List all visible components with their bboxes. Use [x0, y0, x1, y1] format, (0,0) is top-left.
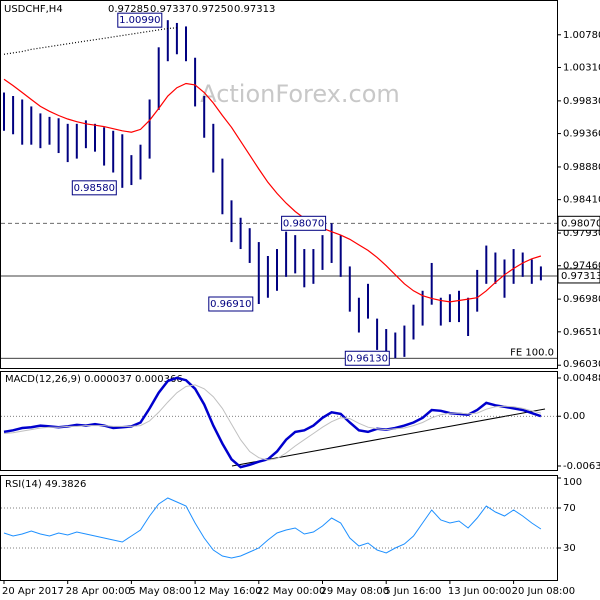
x-tick-label: 29 May 08:00 [321, 586, 390, 597]
level-label-box [557, 215, 600, 231]
y-tick-label: 70 [563, 503, 576, 514]
macd-panel [0, 371, 558, 471]
quote-low: 0.97250 [192, 4, 233, 15]
annotation: 0.98580 [74, 183, 115, 194]
y-tick-label: 1.00780 [563, 30, 600, 41]
x-tick-label: 13 Jun 00:00 [448, 586, 512, 597]
annotation-box [117, 12, 163, 28]
x-tick-label: 20 Apr 2017 [2, 586, 64, 597]
y-tick-label: 0.004883 [563, 373, 600, 384]
y-tick-label: 0.00 [563, 411, 585, 422]
annotation-box [281, 215, 327, 231]
level-label-box [557, 268, 600, 284]
x-tick-label: 5 Jun 16:00 [384, 586, 441, 597]
price-panel [0, 0, 558, 369]
quote-high: 0.97337 [150, 4, 191, 15]
indicator-line [3, 27, 177, 55]
annotation-box [344, 350, 390, 366]
trend-line [231, 408, 546, 467]
annotation: 0.96910 [210, 299, 251, 310]
indicator-line [3, 384, 542, 461]
rsi-panel [0, 475, 558, 581]
annotation: 0.96130 [347, 353, 388, 364]
y-tick-label: 30 [563, 543, 576, 554]
level-label: 0.97313 [561, 271, 600, 282]
x-tick-label: 28 Apr 00:00 [66, 586, 131, 597]
watermark: ActionForex.com [200, 80, 400, 108]
x-tick-label: 22 May 00:00 [257, 586, 326, 597]
x-tick-label: 20 Jun 08:00 [512, 586, 576, 597]
level-text: FE 100.0 [510, 347, 554, 358]
x-tick-label: 12 May 16:00 [193, 586, 262, 597]
annotation: 0.98070 [283, 218, 324, 229]
quote-close: 0.97313 [234, 4, 275, 15]
symbol-title: USDCHF,H4 [4, 4, 63, 15]
annotation: 1.00990 [119, 15, 160, 26]
x-tick-label: 5 May 08:00 [129, 586, 191, 597]
macd-title: MACD(12,26,9) 0.000037 0.000366 [5, 374, 183, 385]
indicator-line [3, 497, 542, 559]
annotation-box [208, 296, 254, 312]
indicator-line [3, 78, 542, 303]
y-tick-label: 100 [563, 477, 582, 488]
quote-open: 0.97285 [108, 4, 149, 15]
y-tick-label: -0.006354 [563, 461, 600, 472]
rsi-title: RSI(14) 49.3826 [5, 479, 86, 490]
annotation-box [71, 180, 117, 196]
level-label: 0.98070 [561, 218, 600, 229]
